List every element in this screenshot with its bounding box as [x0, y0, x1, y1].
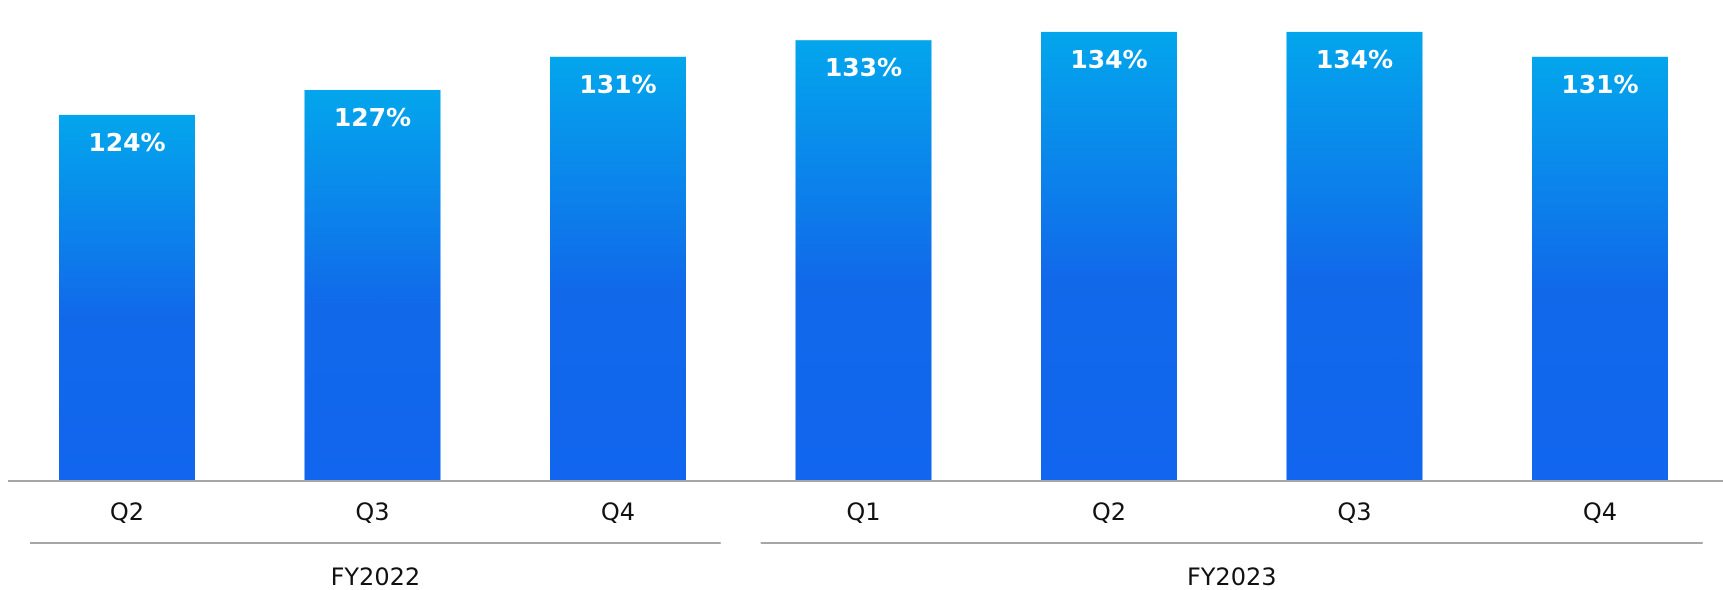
bars-group	[59, 31, 1668, 480]
group-labels-group: FY2022 FY2023	[30, 542, 1703, 590]
data-label-4: 133%	[825, 53, 902, 82]
data-label-3: 131%	[579, 70, 656, 99]
bar-3	[550, 56, 686, 480]
group-label-1: FY2022	[331, 563, 421, 590]
category-labels-group: Q2 Q3 Q4 Q1 Q2 Q3 Q4	[110, 498, 1617, 526]
data-label-5: 134%	[1070, 45, 1147, 74]
category-label-5: Q2	[1092, 498, 1126, 526]
bar-6	[1286, 31, 1423, 480]
category-label-7: Q4	[1583, 498, 1617, 526]
bar-5	[1041, 31, 1177, 480]
bar-1	[59, 114, 195, 480]
category-label-2: Q3	[355, 498, 389, 526]
bar-7	[1532, 56, 1668, 480]
bar-4	[795, 40, 932, 480]
data-label-7: 131%	[1561, 70, 1638, 99]
data-labels-group: 124% 127% 131% 133% 134% 134% 131%	[88, 45, 1638, 157]
category-label-6: Q3	[1337, 498, 1371, 526]
category-label-4: Q1	[846, 498, 880, 526]
category-label-1: Q2	[110, 498, 144, 526]
data-label-6: 134%	[1316, 45, 1393, 74]
group-label-2: FY2023	[1187, 563, 1277, 590]
data-label-2: 127%	[334, 103, 411, 132]
bar-2	[304, 89, 441, 480]
category-label-3: Q4	[601, 498, 635, 526]
data-label-1: 124%	[88, 128, 165, 157]
